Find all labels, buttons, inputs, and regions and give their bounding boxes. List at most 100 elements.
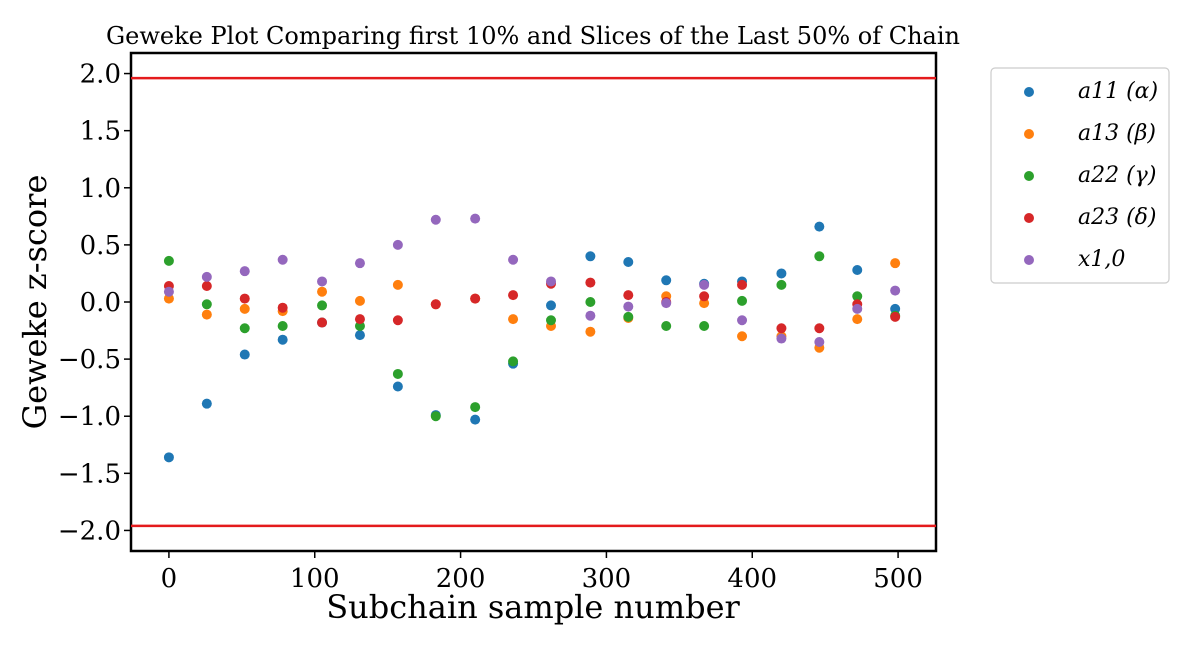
x-tick-label: 0 bbox=[161, 564, 178, 594]
data-point bbox=[201, 299, 212, 310]
data-point bbox=[623, 311, 634, 322]
data-point bbox=[814, 221, 825, 232]
data-point bbox=[470, 293, 481, 304]
data-point bbox=[277, 302, 288, 313]
data-point bbox=[317, 286, 328, 297]
data-points bbox=[163, 213, 901, 463]
data-point bbox=[277, 254, 288, 265]
y-tick-label: 0.5 bbox=[80, 231, 121, 261]
data-point bbox=[776, 279, 787, 290]
data-point bbox=[163, 255, 174, 266]
legend-label: a23 (δ) bbox=[1078, 205, 1157, 230]
data-point bbox=[508, 356, 519, 367]
data-point bbox=[392, 368, 403, 379]
data-point bbox=[623, 290, 634, 301]
data-point bbox=[430, 411, 441, 422]
data-point bbox=[737, 279, 748, 290]
legend-marker bbox=[1024, 213, 1034, 223]
data-point bbox=[201, 398, 212, 409]
data-point bbox=[852, 314, 863, 325]
legend-label: a22 (γ) bbox=[1078, 163, 1156, 188]
data-point bbox=[163, 286, 174, 297]
x-axis-ticks: 0 100 200 300 400 500 bbox=[161, 551, 923, 594]
data-point bbox=[737, 331, 748, 342]
legend-marker bbox=[1024, 87, 1034, 97]
series-4 bbox=[163, 213, 901, 347]
data-point bbox=[163, 293, 174, 304]
data-point bbox=[699, 320, 710, 331]
y-tick-label: 2.0 bbox=[80, 60, 121, 90]
data-point bbox=[852, 303, 863, 314]
data-point bbox=[392, 239, 403, 250]
data-point bbox=[585, 277, 596, 288]
y-tick-label: −1.5 bbox=[58, 459, 121, 489]
y-tick-label: 1.5 bbox=[80, 117, 121, 147]
data-point bbox=[239, 349, 250, 360]
y-axis-ticks: 2.0 1.5 1.0 0.5 0.0 −0.5 −1.0 −1.5 −2.0 bbox=[58, 60, 131, 546]
data-point bbox=[699, 279, 710, 290]
data-point bbox=[317, 276, 328, 287]
y-axis-label: Geweke z-score bbox=[16, 175, 54, 430]
x-axis-label: Subchain sample number bbox=[326, 588, 740, 626]
data-point bbox=[239, 266, 250, 277]
threshold-lines bbox=[131, 76, 936, 528]
data-point bbox=[277, 334, 288, 345]
x-tick-label: 200 bbox=[436, 564, 486, 594]
data-point bbox=[201, 271, 212, 282]
data-point bbox=[392, 315, 403, 326]
data-point bbox=[546, 300, 556, 311]
data-point bbox=[737, 295, 748, 306]
data-point bbox=[585, 326, 596, 337]
data-point bbox=[508, 254, 519, 265]
data-point bbox=[852, 265, 863, 276]
data-point bbox=[661, 275, 672, 286]
data-point bbox=[392, 381, 403, 392]
data-point bbox=[776, 323, 787, 334]
series-0 bbox=[163, 221, 901, 463]
data-point bbox=[890, 311, 901, 322]
data-point bbox=[239, 323, 250, 334]
data-point bbox=[201, 281, 212, 292]
data-point bbox=[890, 285, 901, 296]
data-point bbox=[508, 314, 519, 325]
data-point bbox=[354, 295, 365, 306]
legend-marker bbox=[1024, 129, 1034, 139]
data-point bbox=[508, 290, 519, 301]
legend: a11 (α) a13 (β) a22 (γ) a23 (δ) x1,0 bbox=[990, 67, 1170, 284]
data-point bbox=[239, 303, 250, 314]
data-point bbox=[277, 320, 288, 331]
legend-marker bbox=[1024, 255, 1034, 265]
data-point bbox=[430, 214, 441, 225]
data-point bbox=[354, 320, 365, 331]
data-point bbox=[317, 300, 328, 311]
y-tick-label: −1.0 bbox=[58, 402, 121, 432]
data-point bbox=[814, 336, 825, 347]
legend-frame bbox=[990, 67, 1170, 284]
data-point bbox=[814, 251, 825, 262]
data-point bbox=[737, 315, 748, 326]
data-point bbox=[470, 213, 481, 224]
data-point bbox=[585, 251, 596, 262]
data-point bbox=[890, 303, 901, 314]
y-tick-label: 1.0 bbox=[80, 174, 121, 204]
data-point bbox=[852, 291, 863, 302]
data-point bbox=[163, 452, 174, 463]
data-point bbox=[239, 293, 250, 304]
series-1 bbox=[163, 258, 901, 353]
data-point bbox=[354, 330, 365, 341]
data-point bbox=[814, 323, 825, 334]
data-point bbox=[354, 258, 365, 269]
legend-label: a11 (α) bbox=[1078, 79, 1158, 104]
data-point bbox=[699, 298, 710, 309]
data-point bbox=[661, 298, 672, 309]
legend-label: x1,0 bbox=[1078, 247, 1125, 272]
data-point bbox=[890, 258, 901, 269]
y-tick-label: −0.5 bbox=[58, 345, 121, 375]
data-point bbox=[661, 320, 672, 331]
data-point bbox=[354, 314, 365, 325]
plot-frame bbox=[129, 51, 938, 553]
data-point bbox=[470, 414, 481, 425]
data-point bbox=[546, 276, 556, 287]
legend-label: a13 (β) bbox=[1078, 121, 1156, 146]
